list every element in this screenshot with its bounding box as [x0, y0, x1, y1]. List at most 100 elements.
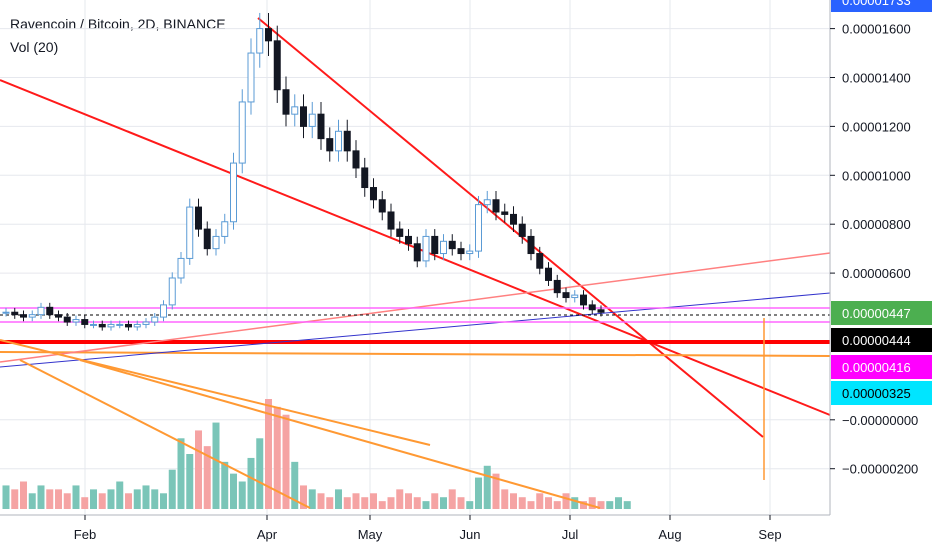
volume-bar: [457, 497, 465, 509]
candle-body: [55, 314, 62, 318]
price-tag-bg: [831, 355, 932, 379]
candle-body: [37, 306, 45, 316]
candle-body: [212, 235, 220, 250]
volume-bar: [2, 485, 10, 509]
candle-body: [151, 316, 159, 323]
candle-body: [46, 306, 54, 316]
price-axis[interactable]: 0.00001600 0.00001400 0.00001200 0.00001000…: [829, 0, 918, 515]
volume-bar: [168, 469, 176, 509]
volume-bar: [527, 501, 535, 509]
price-tag-bg: [831, 0, 932, 12]
candle-body: [317, 113, 325, 140]
candle-body: [405, 235, 412, 245]
volume-bar: [142, 485, 150, 509]
candle-body: [98, 323, 106, 328]
candle-body: [536, 253, 544, 269]
price-tag-label: 0.00000416: [842, 360, 911, 375]
price-tag-label: 0.00000325: [842, 386, 911, 401]
volume-bar: [615, 497, 622, 509]
volume-bar: [597, 501, 605, 509]
y-tick-label: −0.00000000: [842, 413, 918, 428]
volume-bar: [195, 430, 202, 509]
candle-body: [186, 206, 194, 259]
volume-bar: [606, 501, 614, 509]
candle-body: [501, 211, 509, 215]
volume-bar: [20, 481, 27, 509]
candle-body: [238, 101, 246, 164]
volume-bar: [133, 489, 141, 509]
support-line-orange: [0, 351, 831, 357]
volume-bar: [396, 489, 404, 509]
volume-bar: [501, 489, 509, 509]
volume-bar: [116, 481, 124, 509]
candle-body: [510, 213, 517, 225]
candle-body: [142, 321, 150, 325]
volume-bar: [562, 493, 570, 509]
volume-bar: [247, 457, 255, 509]
candle-body: [177, 257, 185, 279]
candle-body: [203, 228, 211, 250]
candle-body: [475, 204, 482, 252]
volume-bar: [107, 489, 115, 509]
candle-body: [378, 199, 386, 213]
volume-bar: [273, 406, 281, 509]
candle-body: [448, 240, 456, 250]
candle-body: [553, 279, 561, 294]
price-tag-bg: [831, 328, 932, 352]
volume-bar: [230, 473, 237, 509]
trendlines: [0, 17, 831, 509]
candle-body: [81, 319, 89, 325]
candle-body: [588, 304, 596, 311]
candle-body: [597, 309, 605, 313]
volume-bar: [475, 477, 482, 509]
candle-body: [291, 106, 299, 115]
candle-body: [72, 319, 80, 323]
volume-bar: [55, 489, 62, 509]
candle-body: [580, 294, 587, 306]
candle-body: [273, 40, 281, 91]
candle-body: [422, 235, 430, 262]
y-tick-label: 0.00000800: [842, 217, 911, 232]
volume-bar: [553, 501, 561, 509]
candle-body: [335, 130, 342, 152]
volume-bar: [177, 438, 185, 509]
volume-bar: [588, 497, 596, 509]
candle-body: [413, 243, 421, 262]
candle-body: [562, 292, 570, 299]
candle-body: [326, 138, 334, 152]
volume-bar: [160, 493, 167, 509]
price-tag-label: 0.00001733: [842, 0, 911, 8]
x-tick-label: May: [358, 527, 383, 542]
volume-bar: [335, 489, 342, 509]
volume-bar: [545, 497, 552, 509]
candle-body: [195, 206, 202, 230]
candle-body: [160, 304, 167, 318]
candle-body: [28, 314, 36, 318]
volume-bar: [291, 461, 299, 509]
price-tags: 0.00001733 0.00000447 0.00000444 0.00000416…: [831, 0, 932, 405]
volume-bar: [265, 399, 272, 509]
x-tick-label: Jun: [460, 527, 481, 542]
volume-bar: [256, 438, 264, 509]
time-axis[interactable]: Feb Apr May Jun Jul Aug Sep: [0, 514, 830, 542]
candle-body: [431, 235, 439, 255]
volume-bar: [317, 493, 325, 509]
volume-bar: [580, 501, 587, 509]
volume-bar: [405, 493, 412, 509]
volume-bar: [510, 493, 517, 509]
candle-body: [282, 89, 290, 115]
candles: [2, 12, 605, 331]
volume-bar: [378, 501, 386, 509]
candle-body: [11, 311, 19, 316]
candle-body: [256, 28, 264, 54]
candle-body: [308, 113, 316, 127]
y-tick-label: 0.00001200: [842, 119, 911, 134]
volume-bar: [623, 501, 631, 509]
candle-body: [545, 267, 552, 281]
candle-body: [457, 248, 465, 255]
candle-body: [571, 294, 579, 299]
volume-bar: [11, 489, 19, 509]
volume-bar: [413, 497, 421, 509]
candle-body: [265, 28, 272, 42]
